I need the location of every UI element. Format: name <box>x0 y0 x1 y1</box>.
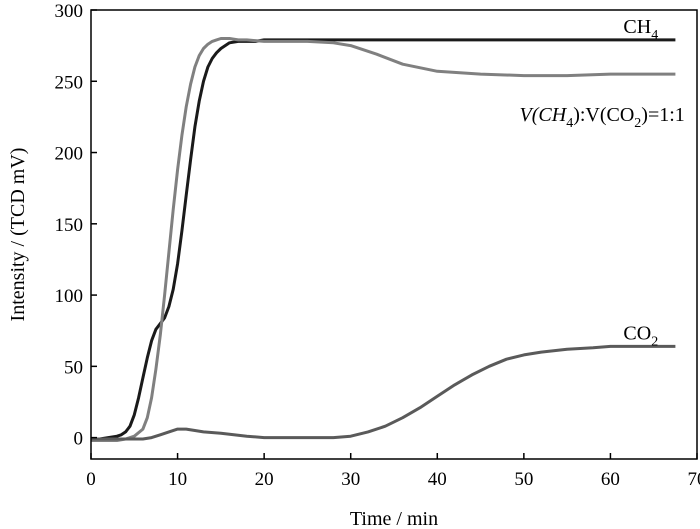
y-tick-label: 300 <box>55 1 84 22</box>
y-tick-label: 50 <box>64 357 83 378</box>
series-line-co2 <box>91 344 676 441</box>
y-tick-label: 200 <box>55 144 84 165</box>
x-tick-label: 30 <box>341 469 360 490</box>
series-line-ch4 <box>91 38 676 441</box>
series-line-ratio <box>91 37 676 442</box>
y-tick-label: 150 <box>55 215 84 236</box>
series-layer <box>91 37 676 442</box>
x-tick-label: 50 <box>514 469 533 490</box>
y-axis-title: Intensity / (TCD mV) <box>7 148 29 322</box>
y-tick-label: 250 <box>55 72 84 93</box>
x-axis-title: Time / min <box>350 508 438 529</box>
tick-layer: 0 10 20 30 40 50 60 70 0 50 100 150 200 250 300 <box>55 1 700 490</box>
x-tick-label: 40 <box>428 469 447 490</box>
series-label-ch4: CH4 <box>623 16 658 43</box>
x-tick-label: 70 <box>688 469 700 490</box>
series-label-co2: CO2 <box>623 322 658 349</box>
y-tick-label: 100 <box>55 286 84 307</box>
y-tick-label: 0 <box>74 429 84 450</box>
series-label-ratio: V(CH4):V(CO2)=1:1 <box>520 104 685 131</box>
x-tick-label: 10 <box>168 469 187 490</box>
x-tick-label: 20 <box>255 469 274 490</box>
x-tick-label: 60 <box>601 469 620 490</box>
plot-frame <box>90 9 698 460</box>
x-tick-label: 0 <box>86 469 96 490</box>
